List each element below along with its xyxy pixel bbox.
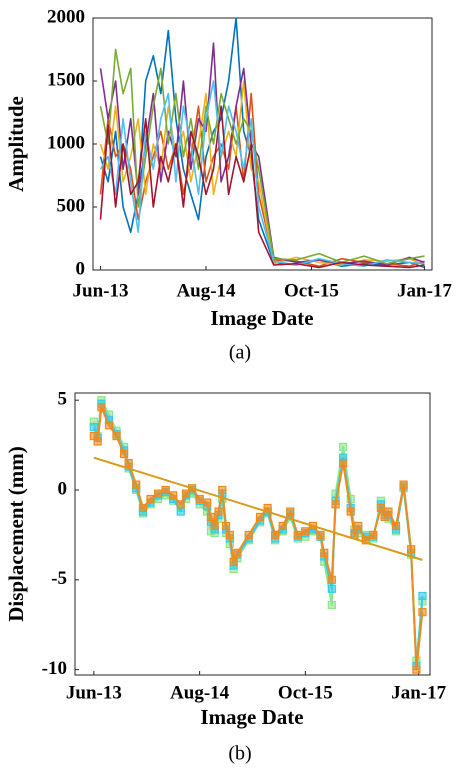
x-axis-label: Image Date	[200, 705, 303, 729]
marker	[301, 527, 310, 536]
marker	[229, 557, 238, 566]
series-line	[99, 80, 425, 268]
x-tick-label: Oct-15	[278, 682, 333, 703]
y-tick-label: 2000	[47, 6, 85, 27]
marker	[206, 512, 216, 522]
marker	[255, 512, 265, 522]
marker	[354, 521, 363, 531]
x-tick-label: Jun-13	[66, 682, 122, 703]
marker	[176, 507, 185, 516]
marker	[119, 449, 129, 459]
marker	[418, 591, 427, 601]
marker	[146, 494, 155, 504]
y-tick-label: 0	[58, 478, 68, 499]
marker	[153, 489, 163, 498]
marker	[138, 503, 148, 513]
marker	[339, 458, 348, 468]
y-tick-label: 0	[76, 258, 86, 279]
x-tick-label: Aug-14	[176, 280, 236, 301]
series-line	[99, 80, 425, 266]
marker	[176, 500, 185, 509]
marker	[181, 489, 191, 498]
marker	[210, 521, 219, 531]
marker	[214, 507, 223, 516]
marker	[221, 521, 231, 531]
marker	[320, 548, 329, 557]
marker	[89, 423, 98, 432]
y-tick-label: 500	[57, 195, 86, 216]
marker	[218, 485, 227, 495]
x-axis-label: Image Date	[210, 306, 313, 330]
y-tick-label: 1500	[47, 69, 85, 90]
marker	[327, 584, 336, 593]
series-line	[99, 17, 425, 269]
marker	[384, 507, 393, 516]
marker	[316, 530, 325, 539]
y-axis-label: Amplitude	[4, 96, 28, 192]
marker	[112, 432, 121, 441]
marker	[346, 507, 355, 516]
caption: (b)	[228, 743, 251, 765]
y-tick-label: -5	[51, 568, 67, 589]
marker	[407, 545, 416, 554]
marker	[97, 403, 106, 412]
marker	[391, 521, 401, 531]
marker	[418, 608, 427, 617]
marker	[278, 521, 287, 531]
marker	[412, 665, 421, 674]
marker	[161, 485, 170, 495]
axes-box	[74, 392, 431, 676]
series-line	[99, 105, 425, 269]
marker	[132, 480, 141, 489]
marker	[293, 530, 302, 539]
marker	[225, 530, 234, 539]
series-line	[92, 399, 424, 662]
marker	[169, 491, 178, 500]
y-axis-label: Displacement (mm)	[4, 446, 28, 622]
marker	[369, 530, 378, 539]
marker	[233, 548, 242, 557]
x-tick-label: Jan-17	[397, 280, 452, 301]
series-line	[93, 456, 423, 561]
marker	[124, 458, 133, 468]
marker	[244, 530, 253, 539]
x-tick-label: Jun-13	[73, 280, 129, 301]
marker	[104, 421, 114, 430]
marker	[327, 600, 336, 610]
x-tick-label: Jan-17	[391, 682, 446, 703]
marker	[331, 500, 340, 509]
series-line	[99, 92, 425, 268]
marker	[339, 442, 348, 451]
marker	[399, 480, 408, 489]
y-tick-label: 1000	[47, 132, 85, 153]
y-tick-label: -10	[42, 658, 67, 679]
marker	[203, 498, 212, 507]
y-tick-label: 5	[58, 389, 68, 410]
caption: (a)	[229, 342, 251, 364]
marker	[93, 437, 102, 446]
marker	[195, 494, 204, 504]
x-tick-label: Aug-14	[170, 682, 230, 703]
marker	[327, 575, 336, 584]
marker	[271, 530, 280, 539]
marker	[376, 503, 386, 513]
marker	[286, 507, 295, 516]
x-tick-label: Oct-15	[284, 280, 339, 301]
